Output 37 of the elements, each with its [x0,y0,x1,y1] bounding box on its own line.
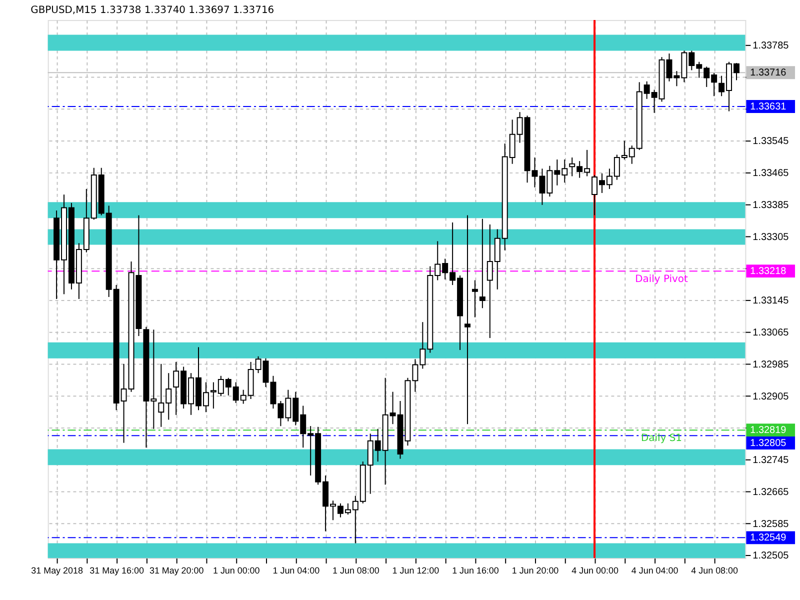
ref-line-label: 1.33631 [750,101,787,112]
y-tick-label: 1.32585 [752,518,790,530]
x-tick-label: 4 Jun 00:00 [572,565,618,576]
annotation: Daily S1 [641,433,682,444]
y-tick-label: 1.33305 [752,232,790,243]
x-tick-label: 4 Jun 04:00 [631,565,678,576]
chart-title: GBPUSD,M15 1.33738 1.33740 1.33697 1.33716 [30,5,274,16]
x-tick-label: 4 Jun 08:00 [691,565,738,576]
x-tick-label: 1 Jun 20:00 [512,565,559,576]
ref-line-label: 1.32819 [750,425,787,436]
ref-line-label: 1.32805 [750,438,787,450]
candlestick [472,280,478,318]
x-tick-label: 31 May 20:00 [149,565,204,576]
y-tick-label: 1.33145 [752,296,790,307]
y-tick-label: 1.33465 [752,168,790,180]
x-tick-label: 1 Jun 04:00 [272,565,320,576]
x-tick-label: 1 Jun 00:00 [212,565,260,576]
y-tick-label: 1.32665 [752,486,790,498]
x-tick-label: 1 Jun 16:00 [452,565,499,576]
y-tick-label: 1.33065 [752,328,790,339]
y-tick-label: 1.33385 [752,200,790,212]
y-tick-label: 1.33785 [752,40,790,52]
x-tick-label: 31 May 2018 [31,565,83,576]
ref-line-label: 1.33218 [750,266,787,278]
y-tick-label: 1.32985 [752,359,790,370]
x-tick-label: 1 Jun 08:00 [332,565,380,576]
y-tick-label: 1.32905 [752,391,790,402]
x-tick-label: 1 Jun 12:00 [392,565,440,576]
candlestick [464,214,470,425]
candlestick [479,218,486,309]
ref-line-label: 1.33716 [750,68,787,79]
y-tick-label: 1.32505 [752,550,790,562]
y-tick-label: 1.32745 [752,455,790,466]
ref-line-label: 1.32549 [750,532,787,544]
y-tick-label: 1.33545 [752,136,790,148]
annotation: Daily Pivot [635,274,688,286]
x-tick-label: 31 May 16:00 [90,565,144,576]
